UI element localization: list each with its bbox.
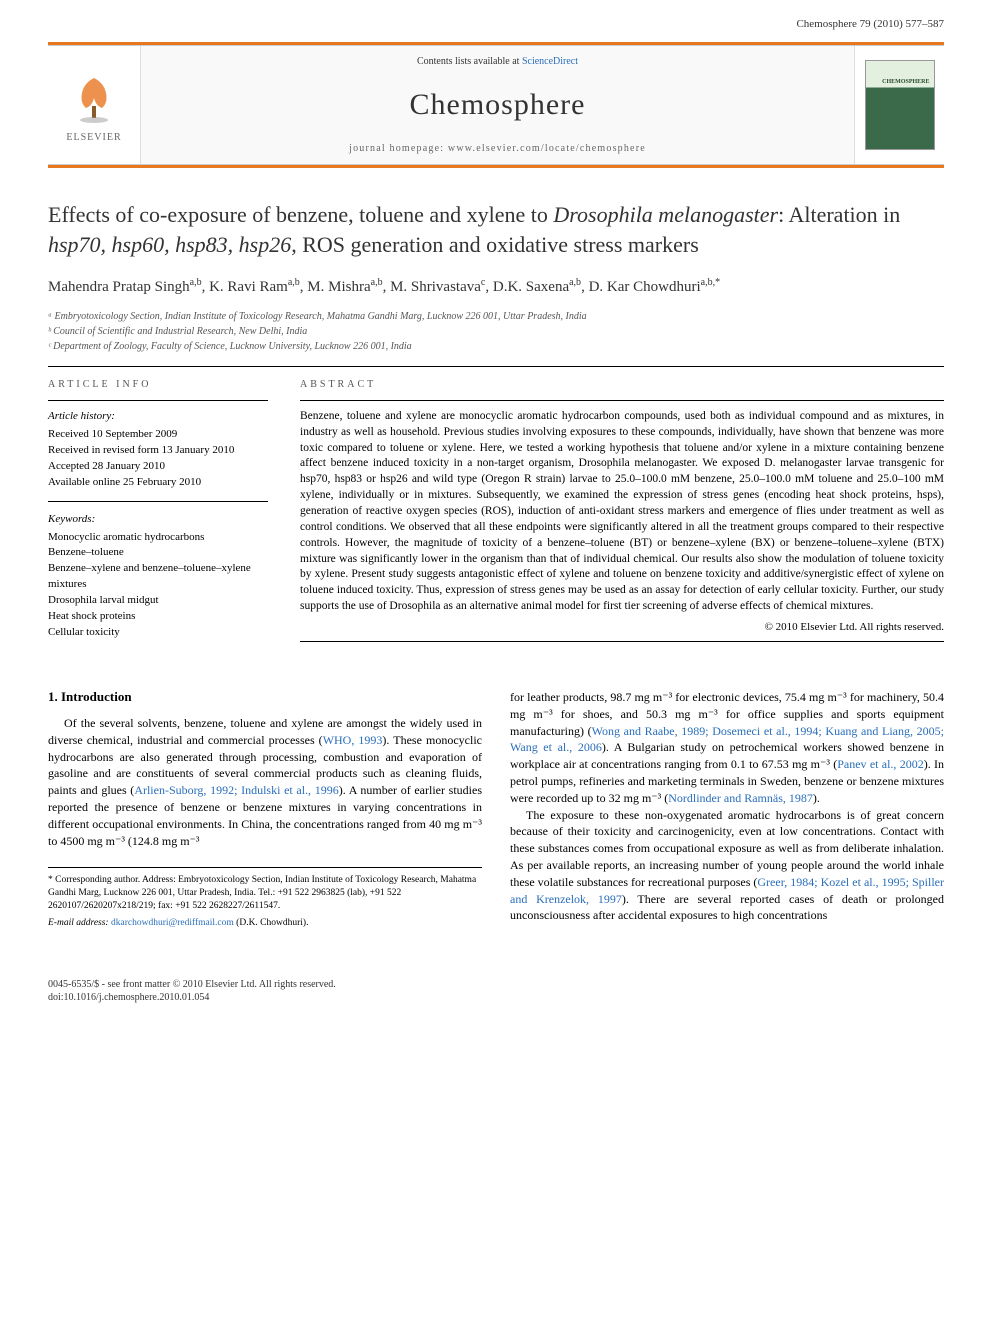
keyword: Benzene–toluene <box>48 545 268 561</box>
masthead: ELSEVIER Contents lists available at Sci… <box>48 42 944 168</box>
keyword: Cellular toxicity <box>48 625 268 641</box>
corresponding-author-note: * Corresponding author. Address: Embryot… <box>48 874 482 912</box>
left-column: 1. Introduction Of the several solvents,… <box>48 689 482 930</box>
footnotes: * Corresponding author. Address: Embryot… <box>48 867 482 929</box>
journal-name: Chemosphere <box>149 88 846 122</box>
article-title: Effects of co-exposure of benzene, tolue… <box>48 200 944 259</box>
running-head-text: Chemosphere 79 (2010) 577–587 <box>796 18 944 30</box>
abstract-header: ABSTRACT <box>300 379 944 390</box>
keyword: Benzene–xylene and benzene–toluene–xylen… <box>48 561 268 593</box>
affiliations: ᵃ Embryotoxicology Section, Indian Insti… <box>48 309 944 354</box>
sciencedirect-link[interactable]: ScienceDirect <box>522 56 578 67</box>
history-accepted: Accepted 28 January 2010 <box>48 459 268 475</box>
doi-line: doi:10.1016/j.chemosphere.2010.01.054 <box>48 991 944 1004</box>
keywords-title: Keywords: <box>48 512 268 528</box>
keyword: Drosophila larval midgut <box>48 593 268 609</box>
keyword: Monocyclic aromatic hydrocarbons <box>48 530 268 546</box>
journal-cover-thumb: CHEMOSPHERE <box>854 46 944 164</box>
history-online: Available online 25 February 2010 <box>48 475 268 491</box>
publisher-name: ELSEVIER <box>66 132 121 143</box>
front-matter-line: 0045-6535/$ - see front matter © 2010 El… <box>48 978 944 991</box>
elsevier-tree-icon <box>64 68 124 128</box>
masthead-center: Contents lists available at ScienceDirec… <box>141 46 854 164</box>
contents-line: Contents lists available at ScienceDirec… <box>149 56 846 67</box>
running-head: Chemosphere 79 (2010) 577–587 <box>0 0 992 42</box>
article-info-column: ARTICLE INFO Article history: Received 1… <box>48 379 268 661</box>
email-suffix: (D.K. Chowdhuri). <box>234 918 309 928</box>
intro-heading: 1. Introduction <box>48 689 482 705</box>
authors-list: Mahendra Pratap Singha,b, K. Ravi Rama,b… <box>48 275 944 299</box>
abstract-text: Benzene, toluene and xylene are monocycl… <box>300 409 944 615</box>
intro-paragraph-right: for leather products, 98.7 mg m⁻³ for el… <box>510 689 944 924</box>
publisher-block: ELSEVIER <box>48 46 141 164</box>
email-link[interactable]: dkarchowdhuri@rediffmail.com <box>111 918 234 928</box>
history-revised: Received in revised form 13 January 2010 <box>48 443 268 459</box>
journal-homepage: journal homepage: www.elsevier.com/locat… <box>149 143 846 154</box>
article-info-header: ARTICLE INFO <box>48 379 268 390</box>
divider <box>48 366 944 367</box>
divider <box>300 641 944 642</box>
page-footer: 0045-6535/$ - see front matter © 2010 El… <box>48 978 944 1004</box>
intro-paragraph-left: Of the several solvents, benzene, toluen… <box>48 715 482 849</box>
affiliation-c: ᶜ Department of Zoology, Faculty of Scie… <box>48 339 944 354</box>
affiliation-b: ᵇ Council of Scientific and Industrial R… <box>48 324 944 339</box>
history-title: Article history: <box>48 409 268 425</box>
body-columns: 1. Introduction Of the several solvents,… <box>48 689 944 930</box>
keyword: Heat shock proteins <box>48 609 268 625</box>
abstract-column: ABSTRACT Benzene, toluene and xylene are… <box>300 379 944 661</box>
email-label: E-mail address: <box>48 918 111 928</box>
history-received: Received 10 September 2009 <box>48 427 268 443</box>
abstract-copyright: © 2010 Elsevier Ltd. All rights reserved… <box>300 621 944 633</box>
affiliation-a: ᵃ Embryotoxicology Section, Indian Insti… <box>48 309 944 324</box>
right-column: for leather products, 98.7 mg m⁻³ for el… <box>510 689 944 930</box>
